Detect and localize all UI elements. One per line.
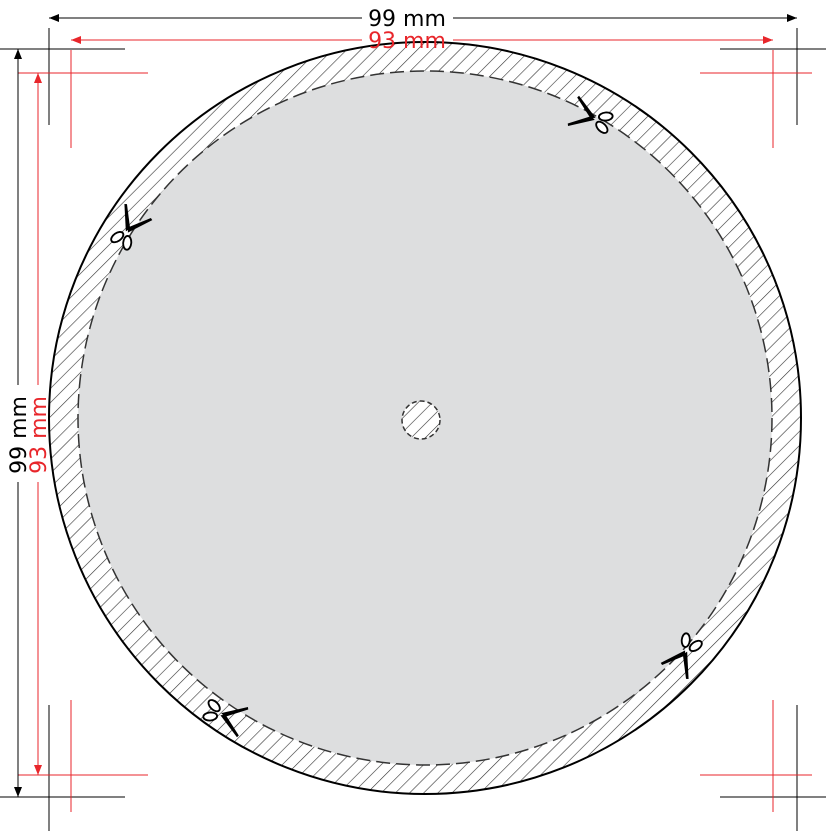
inner-height-label: 93 mm [27, 396, 52, 474]
inner-width-label: 93 mm [368, 29, 446, 54]
width-dimension-inner: 93 mm [71, 29, 773, 54]
height-dimension-inner: 93 mm [27, 73, 52, 775]
center-hole [402, 401, 440, 439]
